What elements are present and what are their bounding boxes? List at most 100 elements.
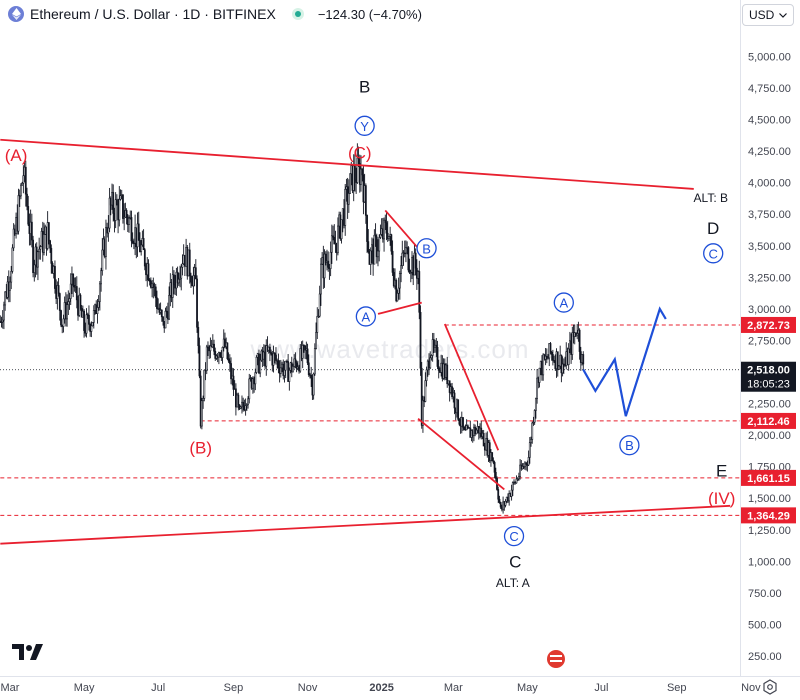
candle-body <box>527 457 530 466</box>
candle-body <box>17 195 20 232</box>
candle-body <box>530 439 532 443</box>
candle-body <box>69 283 72 299</box>
candle-body <box>213 343 215 352</box>
candle-body <box>152 283 155 288</box>
y-tick-label: 3,750.00 <box>748 209 791 221</box>
candle-body <box>306 348 309 364</box>
candle-body <box>12 228 15 249</box>
candle-body <box>432 339 435 348</box>
candle-body <box>97 301 100 308</box>
candle-body <box>22 175 25 184</box>
candle-body <box>480 427 483 437</box>
candle-body <box>207 346 209 349</box>
event-flag-icon[interactable] <box>547 650 565 668</box>
candle-body <box>551 354 554 361</box>
candle-body <box>164 310 167 329</box>
candle-body <box>277 360 280 369</box>
candle-body <box>497 489 500 500</box>
candle-body <box>131 240 134 244</box>
candle-body <box>247 398 249 406</box>
candle-body <box>493 462 496 473</box>
y-tick-label: 3,250.00 <box>748 272 791 284</box>
wave-label-circle <box>503 525 525 547</box>
candle-body <box>98 283 101 302</box>
candle-body <box>115 199 118 205</box>
candle-body <box>453 392 456 409</box>
chevron-down-icon <box>779 12 787 18</box>
candle-body <box>436 346 439 367</box>
candle-body <box>414 252 417 269</box>
candle-body <box>259 359 262 374</box>
candle-body <box>62 318 65 327</box>
candle-body <box>299 348 302 372</box>
candle-body <box>391 250 394 273</box>
candle-body <box>128 217 130 225</box>
red-trendline[interactable] <box>384 209 420 251</box>
candle-body <box>571 332 574 355</box>
currency-selector[interactable]: USD <box>742 4 794 26</box>
countdown-label: 18:05:23 <box>747 379 790 391</box>
candle-body <box>26 193 28 207</box>
candle-body <box>420 367 423 426</box>
candle-body <box>390 234 393 252</box>
candle-body <box>67 301 70 306</box>
y-tick-label: 1,000.00 <box>748 556 791 568</box>
candle-body <box>307 362 310 375</box>
wave-label: B <box>422 241 431 256</box>
red-trendline[interactable] <box>417 418 505 491</box>
candle-body <box>386 232 389 239</box>
candle-body <box>72 273 75 286</box>
projected-wave-path[interactable] <box>582 306 667 417</box>
candle-body <box>101 249 104 272</box>
candle-body <box>221 347 224 358</box>
wave-label: (IV) <box>708 489 735 508</box>
y-tick-label: 250.00 <box>748 651 782 663</box>
wave-label-circle <box>354 115 375 136</box>
wave-label: A <box>362 309 371 324</box>
wave-label: (B) <box>189 439 212 458</box>
red-trendline[interactable] <box>377 301 422 315</box>
candle-body <box>3 304 5 321</box>
candle-body <box>499 502 502 508</box>
candle-body <box>203 369 206 399</box>
candle-body <box>419 312 422 369</box>
candle-body <box>354 165 356 181</box>
candle-body <box>504 500 507 506</box>
candle-body <box>425 369 428 381</box>
candle-body <box>137 223 140 241</box>
event-flag-circle <box>547 650 565 668</box>
price-tag-label: 2,112.46 <box>747 416 789 428</box>
red-trendline[interactable] <box>0 138 694 190</box>
candle-body <box>254 372 257 385</box>
candle-body <box>378 237 381 252</box>
candle-body <box>142 238 145 251</box>
candle-body <box>356 157 359 183</box>
candle-body <box>313 348 316 375</box>
price-tag-label: 1,661.15 <box>747 473 790 485</box>
tradingview-logo[interactable] <box>10 640 46 668</box>
candle-body <box>123 216 126 219</box>
y-tick-label: 2,750.00 <box>748 335 791 347</box>
candle-body <box>244 405 247 411</box>
red-trendline[interactable] <box>0 504 731 545</box>
candle-body <box>519 464 521 477</box>
candle-body <box>498 498 501 503</box>
candle-body <box>398 273 401 289</box>
candle-body <box>517 476 520 480</box>
price-tag <box>741 469 796 486</box>
candle-body <box>288 369 291 382</box>
candle-body <box>273 353 276 356</box>
candle-body <box>494 471 497 479</box>
settings-gear-icon[interactable] <box>760 678 780 696</box>
candle-body <box>409 272 412 274</box>
candle-body <box>482 432 485 447</box>
red-trendline[interactable] <box>443 323 500 451</box>
candle-body <box>73 285 76 288</box>
symbol-title[interactable]: Ethereum / U.S. Dollar · 1D · BITFINEX <box>30 6 276 22</box>
candle-body <box>20 184 22 197</box>
candle-body <box>511 482 514 491</box>
candle-body <box>270 352 273 355</box>
candle-body <box>556 351 559 370</box>
candle-body <box>30 221 33 241</box>
